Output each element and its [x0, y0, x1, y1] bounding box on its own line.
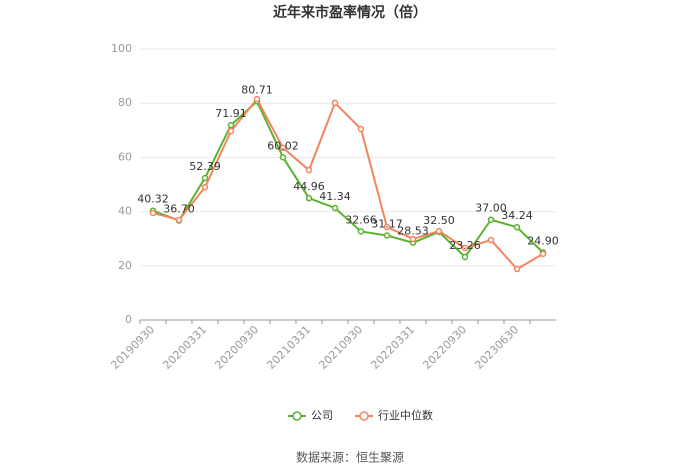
point [175, 216, 183, 224]
point [357, 125, 365, 133]
point [487, 216, 495, 223]
x-tick-label: 20200331 [160, 323, 209, 372]
data-label: 41.34 [319, 190, 351, 203]
point [331, 204, 339, 212]
data-label: 34.24 [501, 209, 533, 222]
point [383, 223, 391, 231]
data-label: 37.00 [475, 202, 507, 215]
point [513, 223, 521, 231]
x-tick-label: 20190930 [108, 323, 157, 372]
data-label: 32.50 [423, 214, 455, 227]
x-tick-label: 20210331 [264, 323, 313, 372]
legend-marker [359, 411, 369, 421]
point [461, 244, 469, 252]
legend-label: 公司 [311, 409, 333, 422]
point [513, 265, 521, 273]
data-label: 40.32 [137, 193, 169, 206]
x-tick-label: 20220331 [368, 323, 417, 372]
source: 数据来源：恒生聚源 [296, 450, 404, 465]
data-label: 23.26 [449, 239, 481, 252]
point [201, 183, 209, 191]
data-label: 31.17 [371, 218, 403, 231]
point [461, 253, 469, 261]
point [279, 144, 287, 152]
series-line [152, 99, 544, 259]
data-label: 32.66 [345, 213, 377, 226]
y-tick-label: 100 [111, 42, 132, 55]
point [539, 250, 547, 258]
point [435, 227, 443, 235]
data-label: 71.91 [215, 107, 247, 120]
data-label: 44.96 [293, 180, 325, 193]
point [331, 99, 339, 107]
point [201, 174, 209, 182]
x-tick-label: 20220930 [420, 323, 469, 372]
point [149, 209, 157, 217]
data-label: 28.53 [397, 225, 429, 238]
point [409, 235, 417, 243]
point [227, 121, 235, 129]
y-tick-label: 60 [118, 150, 132, 163]
x-tick-label: 20210930 [316, 323, 365, 372]
point [305, 194, 313, 202]
x-tick-label: 20200930 [212, 323, 261, 372]
point [383, 232, 391, 239]
y-tick-label: 20 [118, 259, 132, 272]
x-tick-label: 20230630 [472, 323, 521, 372]
series-line [152, 97, 544, 271]
point [357, 228, 365, 235]
data-label: 52.39 [189, 160, 221, 173]
data-label: 24.90 [527, 235, 559, 248]
legend-label: 行业中位数 [378, 408, 433, 422]
point [305, 166, 313, 174]
data-label: 36.70 [163, 203, 195, 216]
y-tick-label: 40 [118, 205, 132, 218]
y-tick-label: 80 [118, 96, 132, 109]
data-label: 60.02 [267, 139, 299, 152]
legend-marker [292, 411, 302, 421]
data-label: 80.71 [241, 83, 273, 96]
chart-title: 近年来市盈率情况（倍） [273, 4, 427, 21]
point [487, 236, 495, 244]
point [253, 95, 261, 103]
y-tick-label: 0 [125, 313, 132, 326]
point [227, 127, 235, 135]
legend: 公司 行业中位数 [288, 408, 433, 422]
point [279, 154, 287, 161]
